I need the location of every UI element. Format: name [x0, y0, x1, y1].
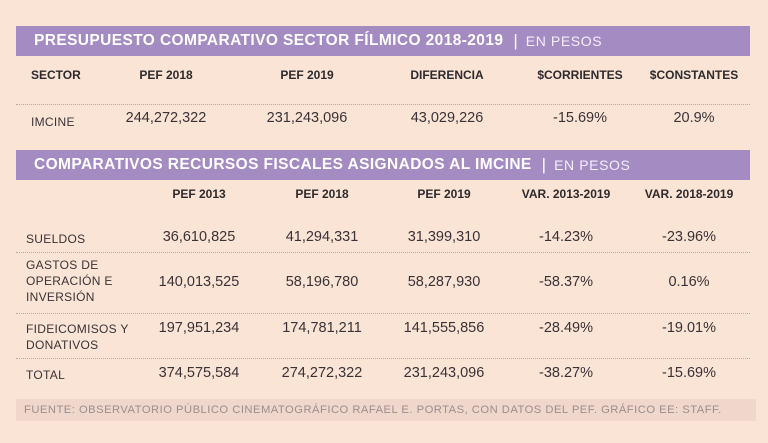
table1-subtitle: EN PESOS: [525, 33, 603, 49]
table2-header-var-2018-2019: VAR. 2018-2019: [644, 187, 734, 201]
row-divider: [16, 358, 750, 359]
table2-cell: 0.16%: [668, 274, 710, 290]
table2-cell: 274,272,322: [281, 365, 363, 381]
table1-header-sector: SECTOR: [31, 68, 81, 82]
row-divider: [16, 104, 750, 105]
table2-row-label: GASTOS DE OPERACIÓN E INVERSIÓN: [26, 258, 113, 304]
table2-cell: 58,196,780: [285, 274, 359, 290]
table2-subtitle: EN PESOS: [554, 157, 631, 173]
table2-cell: -23.96%: [661, 229, 717, 245]
table1-header-pef2018: PEF 2018: [139, 68, 193, 82]
table1-row-sector: IMCINE: [31, 115, 75, 129]
table1-cell-constantes: 20.9%: [673, 110, 715, 126]
table1-cell-pef2018: 244,272,322: [125, 110, 207, 126]
table1-header-diferencia: DIFERENCIA: [410, 68, 484, 82]
table2-cell: 174,781,211: [282, 320, 362, 336]
table2-cell: -58.37%: [538, 274, 594, 290]
title-separator: |: [513, 31, 518, 50]
table1-cell-diferencia: 43,029,226: [410, 110, 484, 126]
source-footer: FUENTE: OBSERVATORIO PÚBLICO CINEMATOGRÁ…: [16, 399, 756, 421]
table2-cell: 141,555,856: [403, 320, 485, 336]
table2-row-label: TOTAL: [26, 368, 66, 382]
table2-header-var-2013-2019: VAR. 2013-2019: [521, 187, 611, 201]
table2-cell: -38.27%: [538, 365, 594, 381]
table2-header-pef2018: PEF 2018: [295, 187, 349, 201]
row-divider: [16, 313, 750, 314]
table1-header-constantes: $CONSTANTES: [649, 68, 739, 82]
table2-title-banner: COMPARATIVOS RECURSOS FISCALES ASIGNADOS…: [16, 150, 750, 180]
table2-cell: -19.01%: [661, 320, 717, 336]
table2-header-pef2019: PEF 2019: [417, 187, 471, 201]
table2-cell: 231,243,096: [403, 365, 485, 381]
table2-cell: 58,287,930: [407, 274, 481, 290]
table1-title: PRESUPUESTO COMPARATIVO SECTOR FÍLMICO 2…: [34, 32, 504, 49]
table2-cell: -14.23%: [538, 229, 594, 245]
table1-title-banner: PRESUPUESTO COMPARATIVO SECTOR FÍLMICO 2…: [16, 26, 750, 56]
table2-cell: 31,399,310: [407, 229, 481, 245]
table2-cell: 140,013,525: [158, 274, 240, 290]
table2-row-label: SUELDOS: [26, 232, 86, 246]
table2-title: COMPARATIVOS RECURSOS FISCALES ASIGNADOS…: [34, 156, 532, 173]
table2-cell: -28.49%: [538, 320, 594, 336]
title-separator: |: [541, 155, 547, 174]
table2-row-label: FIDEICOMISOS Y DONATIVOS: [26, 322, 129, 352]
row-divider: [16, 252, 750, 253]
table1-header-corrientes: $CORRIENTES: [537, 68, 623, 82]
table2-cell: 197,951,234: [158, 320, 240, 336]
table2-cell: 41,294,331: [285, 229, 359, 245]
table2-cell: 374,575,584: [158, 365, 240, 381]
table2-cell: 36,610,825: [162, 229, 236, 245]
table1-cell-pef2019: 231,243,096: [266, 110, 348, 126]
table1-cell-corrientes: -15.69%: [552, 110, 608, 126]
table2-cell: -15.69%: [661, 365, 717, 381]
table2-header-pef2013: PEF 2013: [172, 187, 226, 201]
table1-header-pef2019: PEF 2019: [280, 68, 334, 82]
